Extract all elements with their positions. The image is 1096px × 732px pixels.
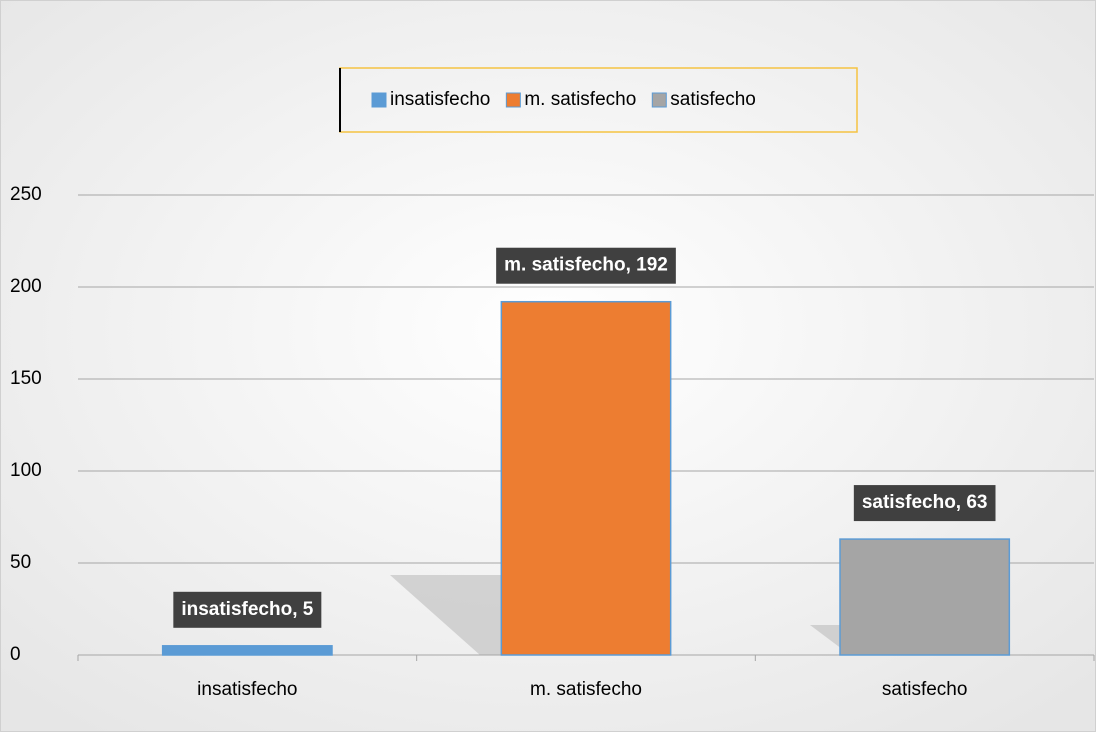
x-tick-label: insatisfecho	[197, 679, 297, 700]
legend-swatch	[651, 92, 667, 108]
x-tick-label: m. satisfecho	[530, 679, 642, 700]
legend-label: satisfecho	[670, 89, 756, 110]
data-label-box	[173, 591, 322, 628]
y-tick-label: 250	[10, 184, 42, 205]
data-label-box	[853, 485, 996, 522]
x-tick-label: satisfecho	[882, 679, 968, 700]
y-tick-label: 150	[10, 368, 42, 389]
data-label: insatisfecho, 5	[181, 599, 313, 620]
legend-label: m. satisfecho	[524, 89, 636, 110]
legend-label: insatisfecho	[390, 89, 490, 110]
shadow	[390, 575, 505, 655]
bar	[839, 538, 1011, 656]
data-label-box	[496, 247, 676, 284]
data-label: satisfecho, 63	[862, 492, 988, 513]
bar	[161, 645, 333, 656]
y-tick-label: 100	[10, 460, 42, 481]
data-label: m. satisfecho, 192	[504, 255, 668, 276]
legend-swatch	[371, 92, 387, 108]
bar	[500, 300, 672, 656]
y-tick-label: 50	[10, 552, 31, 573]
y-tick-label: 200	[10, 276, 42, 297]
legend-swatch	[505, 92, 521, 108]
y-tick-label: 0	[10, 644, 21, 665]
